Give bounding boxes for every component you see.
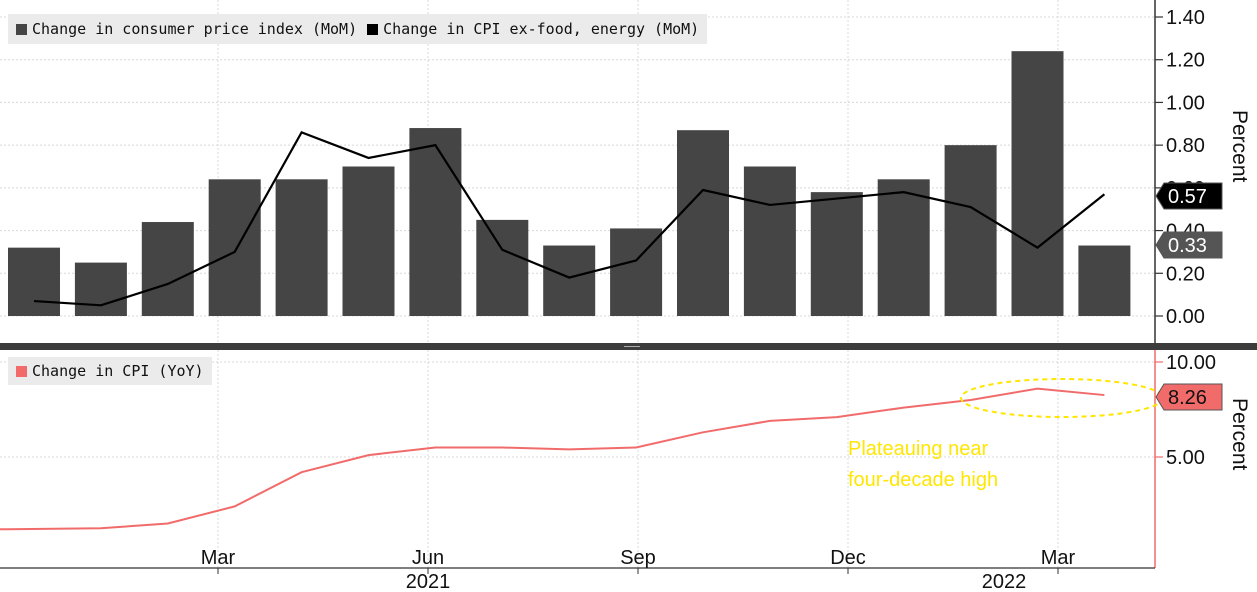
mom-bar bbox=[677, 130, 729, 316]
core-cpi-line bbox=[33, 130, 1106, 307]
core-last-value-tag-label: 0.57 bbox=[1168, 186, 1207, 208]
top-y-tick-label: 1.00 bbox=[1166, 92, 1205, 114]
top-y-tick-label: 0.00 bbox=[1166, 306, 1205, 328]
x-year-label: 2022 bbox=[982, 571, 1027, 592]
mom-bar bbox=[476, 219, 529, 316]
bottom-y-tick-label: 10.00 bbox=[1166, 352, 1216, 374]
legend-swatch-cpi-yoy bbox=[16, 365, 27, 377]
mom-bar bbox=[8, 247, 60, 316]
x-tick-label: Mar bbox=[201, 547, 236, 569]
top-y-tick-label: 1.40 bbox=[1166, 7, 1205, 29]
x-year-label: 2021 bbox=[406, 571, 451, 592]
x-tick-label: Sep bbox=[620, 547, 656, 569]
core-last-value-tag-shape bbox=[1155, 182, 1223, 210]
annotation-line-2: four-decade high bbox=[848, 469, 998, 491]
mom-bar bbox=[208, 179, 261, 316]
legend-swatch-cpi-mom bbox=[16, 23, 27, 35]
core-line bbox=[33, 130, 1106, 307]
legend-label-cpi-mom: Change in consumer price index (MoM) bbox=[32, 20, 358, 38]
bottom-y-tick-label: 5.00 bbox=[1166, 447, 1205, 469]
legend-item-cpi-mom[interactable]: Change in consumer price index (MoM) bbox=[16, 20, 357, 38]
top-legend: Change in consumer price index (MoM) Cha… bbox=[8, 14, 708, 44]
top-y-tick-label: 0.80 bbox=[1166, 135, 1205, 157]
cpi-mom-last-value-tag-label: 0.33 bbox=[1168, 235, 1207, 257]
mom-bar bbox=[409, 128, 462, 316]
top-y-ticks: 1.401.201.000.800.600.400.200.00 bbox=[1155, 7, 1205, 328]
x-tick-label: Mar bbox=[1041, 547, 1076, 569]
plateau-ellipse bbox=[960, 378, 1164, 418]
legend-swatch-core-mom bbox=[367, 23, 379, 35]
bottom-y-axis-title: Percent bbox=[1228, 398, 1251, 471]
mom-bars bbox=[8, 51, 1131, 317]
yoy-line bbox=[0, 387, 1105, 531]
legend-label-core-mom: Change in CPI ex-food, energy (MoM) bbox=[383, 20, 700, 38]
x-axis-ticks: Mar Jun Sep Dec Mar 2021 2022 bbox=[201, 547, 1076, 592]
bottom-panel-gridlines bbox=[0, 350, 1155, 568]
annotation-line-1: Plateauing near bbox=[848, 438, 988, 460]
mom-bar bbox=[141, 222, 194, 316]
last-value-tags: 0.57 0.33 8.26 bbox=[1155, 182, 1223, 411]
mom-bar bbox=[275, 179, 328, 316]
top-y-tick-label: 0.20 bbox=[1166, 263, 1205, 285]
yoy-last-value-tag-label: 8.26 bbox=[1168, 387, 1207, 409]
top-y-axis-title: Percent bbox=[1228, 110, 1251, 183]
bottom-legend: Change in CPI (YoY) bbox=[8, 357, 212, 385]
mom-bar bbox=[342, 166, 395, 316]
x-tick-label: Jun bbox=[412, 547, 444, 569]
mom-bar bbox=[543, 245, 596, 316]
mom-bar bbox=[74, 262, 127, 316]
top-y-tick-label: 1.20 bbox=[1166, 50, 1205, 72]
mom-bar bbox=[1078, 245, 1131, 316]
mom-bar bbox=[877, 179, 930, 316]
bottom-y-ticks: 10.00 5.00 bbox=[1155, 352, 1216, 469]
cpi-mom-last-value-tag-shape bbox=[1155, 231, 1223, 259]
legend-item-core-mom[interactable]: Change in CPI ex-food, energy (MoM) bbox=[367, 20, 699, 38]
mom-bar bbox=[1011, 51, 1064, 317]
mom-bar bbox=[810, 192, 863, 316]
yoy-last-value-tag-shape bbox=[1155, 383, 1223, 411]
legend-item-cpi-yoy[interactable]: Change in CPI (YoY) bbox=[16, 362, 204, 380]
x-tick-label: Dec bbox=[830, 547, 866, 569]
mom-bar bbox=[944, 145, 997, 316]
legend-label-cpi-yoy: Change in CPI (YoY) bbox=[32, 362, 204, 380]
mom-bar bbox=[743, 166, 796, 316]
yoy-cpi-line bbox=[0, 387, 1105, 531]
